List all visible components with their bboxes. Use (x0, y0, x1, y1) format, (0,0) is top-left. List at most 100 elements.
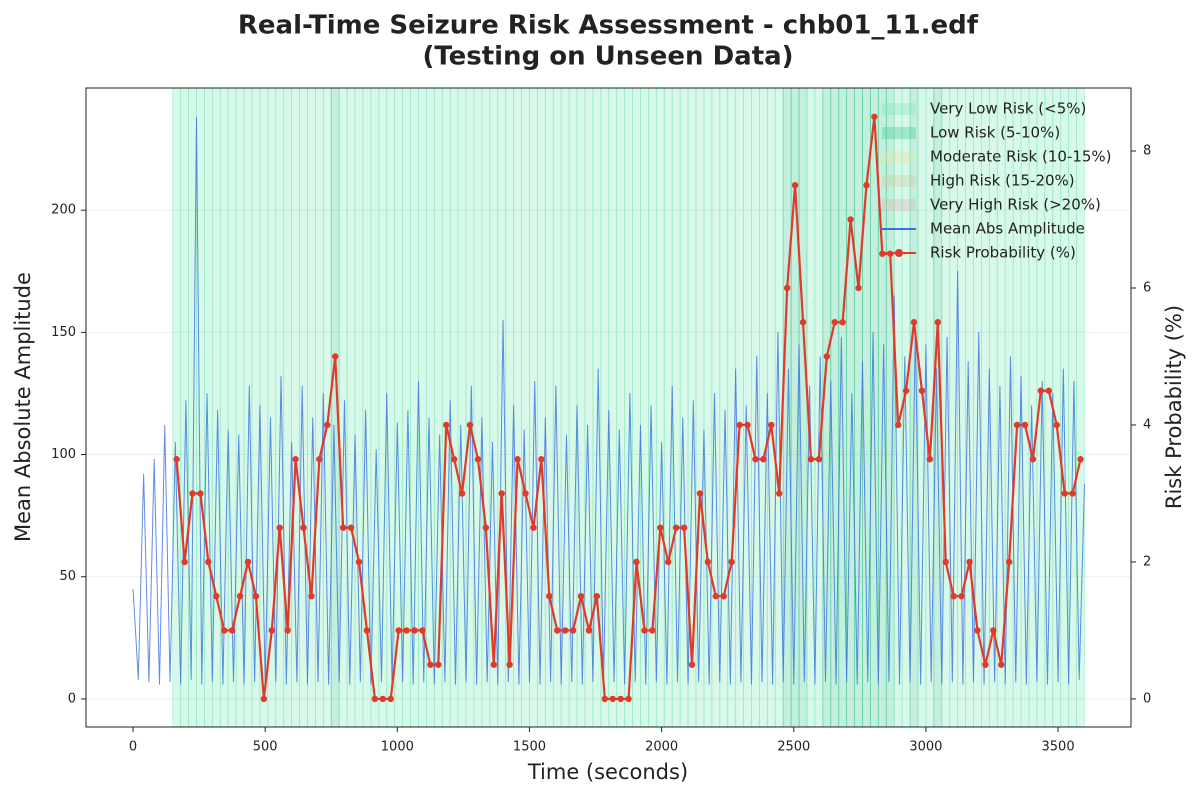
y2-tick-label: 6 (1143, 280, 1151, 295)
risk-marker (823, 353, 831, 360)
risk-marker (696, 490, 704, 497)
risk-marker (966, 558, 973, 566)
risk-marker (974, 627, 981, 634)
legend-swatch (882, 103, 916, 115)
risk-marker (688, 661, 696, 668)
risk-marker (712, 592, 720, 600)
risk-marker (720, 592, 727, 600)
risk-marker (1069, 490, 1076, 497)
risk-marker (538, 456, 545, 463)
x-tick-label: 0 (129, 740, 137, 755)
risk-marker (466, 421, 474, 429)
legend-label: Low Risk (5-10%) (930, 124, 1060, 142)
risk-marker (450, 456, 458, 463)
risk-marker (902, 387, 910, 394)
risk-marker (268, 627, 275, 634)
risk-marker (181, 558, 188, 566)
y-axis-label: Mean Absolute Amplitude (11, 272, 35, 542)
risk-marker (371, 695, 379, 703)
risk-marker (625, 695, 632, 703)
risk-marker (284, 627, 291, 634)
risk-marker (355, 558, 363, 566)
risk-marker (316, 456, 323, 463)
risk-marker (894, 421, 902, 429)
risk-marker (1037, 387, 1045, 394)
risk-marker (910, 319, 918, 326)
risk-marker (474, 456, 482, 463)
risk-marker (1021, 421, 1029, 429)
risk-marker (173, 456, 180, 463)
risk-marker (427, 661, 434, 668)
risk-marker (728, 558, 735, 566)
risk-marker (609, 695, 616, 703)
risk-marker (1061, 490, 1068, 497)
risk-marker (1053, 421, 1060, 429)
risk-marker (847, 216, 854, 223)
chart-title: (Testing on Unseen Data) (422, 42, 793, 72)
risk-marker (244, 558, 252, 566)
x-tick-label: 500 (253, 740, 278, 755)
risk-marker (839, 319, 846, 326)
risk-marker (863, 182, 870, 189)
risk-marker (982, 661, 989, 668)
risk-marker (308, 592, 315, 600)
risk-marker (601, 695, 608, 703)
y2-tick-label: 2 (1143, 554, 1151, 569)
risk-marker (339, 524, 347, 531)
risk-marker (918, 387, 926, 394)
risk-marker (443, 421, 450, 429)
risk-marker (1077, 456, 1084, 463)
risk-marker (260, 695, 268, 703)
risk-marker (593, 592, 601, 600)
y2-tick-label: 4 (1143, 417, 1151, 432)
risk-marker (831, 319, 838, 326)
risk-marker (1013, 421, 1021, 429)
risk-marker (1029, 456, 1037, 463)
x-tick-label: 3000 (909, 740, 942, 755)
risk-marker (665, 558, 672, 566)
risk-marker (546, 592, 553, 600)
legend-swatch (882, 151, 916, 163)
risk-marker (585, 627, 593, 634)
risk-marker (530, 524, 537, 531)
risk-marker (292, 456, 299, 463)
risk-marker (411, 627, 418, 634)
y2-tick-label: 8 (1143, 144, 1151, 159)
risk-marker (744, 421, 751, 429)
risk-marker (347, 524, 355, 531)
risk-marker (332, 353, 339, 360)
risk-marker (617, 695, 624, 703)
risk-marker (760, 456, 767, 463)
risk-marker (419, 627, 426, 634)
risk-marker (1005, 558, 1013, 566)
risk-marker (815, 456, 823, 463)
legend-label: Risk Probability (%) (930, 244, 1076, 262)
risk-marker (276, 524, 283, 531)
x-tick-label: 1000 (381, 740, 414, 755)
risk-marker (554, 627, 561, 634)
x-tick-label: 2000 (645, 740, 678, 755)
risk-marker (569, 627, 577, 634)
plot-frame (85, 87, 1132, 728)
x-tick-label: 3500 (1042, 740, 1075, 755)
risk-marker (435, 661, 442, 668)
risk-marker (633, 558, 640, 566)
x-tick-label: 1500 (513, 740, 546, 755)
risk-marker (300, 524, 307, 531)
risk-marker (1045, 387, 1053, 394)
risk-marker (577, 592, 585, 600)
risk-marker (498, 490, 505, 497)
legend-label: Very Low Risk (<5%) (930, 100, 1086, 118)
risk-marker (324, 421, 331, 429)
risk-marker (205, 558, 212, 566)
plot-area (86, 88, 1131, 727)
risk-marker (791, 182, 799, 189)
legend-swatch (882, 127, 916, 139)
legend-swatch (882, 175, 916, 187)
risk-marker (252, 592, 260, 600)
y-tick-label: 100 (51, 447, 76, 462)
risk-marker (213, 592, 220, 600)
risk-marker (387, 695, 394, 703)
risk-marker (561, 627, 569, 634)
